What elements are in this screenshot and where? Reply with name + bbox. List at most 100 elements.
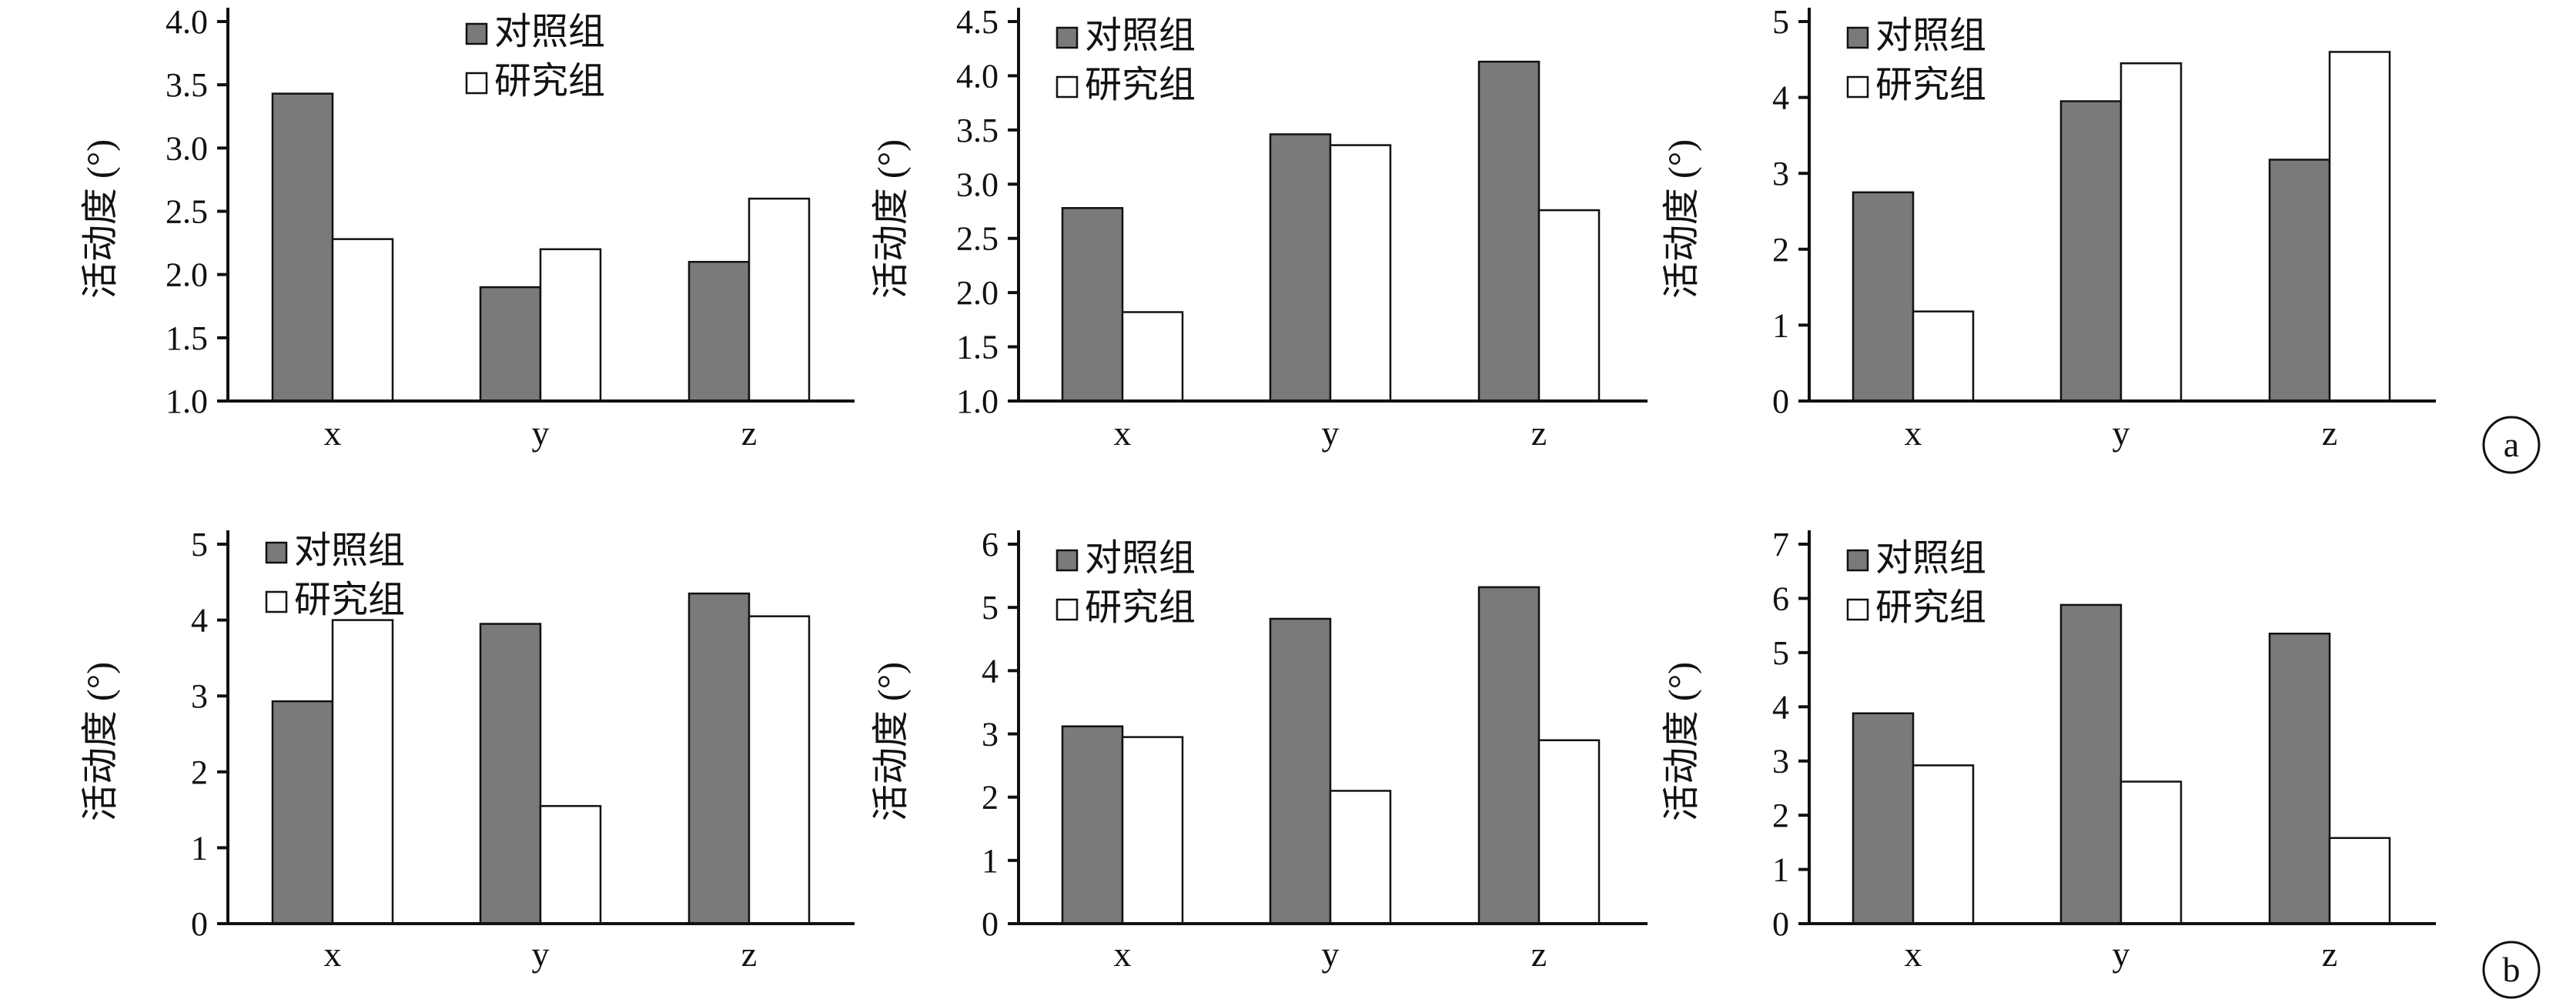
y-tick-label: 0 <box>191 905 208 943</box>
bar-study-x <box>331 238 394 403</box>
y-tick-label: 2 <box>191 754 208 791</box>
bar-study-y <box>539 804 602 925</box>
legend-label: 对照组 <box>494 12 605 52</box>
x-tick-label: y <box>1322 934 1340 974</box>
y-axis-label: 活动度 (°) <box>1661 662 1702 821</box>
y-tick-label: 3 <box>191 677 208 715</box>
y-tick-label: 4 <box>1772 79 1789 117</box>
x-tick-label: x <box>324 413 342 453</box>
y-tick-label: 4 <box>982 652 999 690</box>
y-axis-label: 活动度 (°) <box>871 139 912 299</box>
panel-label-a: a <box>2482 416 2541 474</box>
bar-control-x <box>1852 712 1915 925</box>
legend-swatch-study <box>1846 598 1869 621</box>
bar-study-z <box>1537 209 1601 403</box>
y-tick-label: 4 <box>191 602 208 640</box>
panel-label-text: a <box>2504 425 2519 464</box>
bar-study-x <box>1912 310 1975 403</box>
y-tick-label: 4.0 <box>166 3 208 41</box>
y-tick-label: 5 <box>1772 3 1789 41</box>
y-tick-label: 5 <box>982 589 999 627</box>
bar-control-x <box>271 92 334 403</box>
y-axis-label: 活动度 (°) <box>1661 139 1702 299</box>
bar-study-y <box>2119 62 2183 403</box>
panel-label-circle <box>2482 416 2541 474</box>
x-tick-label: z <box>1531 934 1547 974</box>
y-tick-label: 2.5 <box>956 220 999 258</box>
bar-control-x <box>1061 207 1124 403</box>
bar-control-y <box>2059 603 2123 925</box>
bar-study-z <box>748 197 811 403</box>
x-tick-label: z <box>741 413 757 453</box>
y-tick-label: 1 <box>1772 851 1789 889</box>
y-axis-label: 活动度 (°) <box>80 139 121 299</box>
bar-study-x <box>331 619 394 925</box>
y-tick-label: 3.5 <box>956 112 999 149</box>
y-tick-label: 2 <box>982 779 999 817</box>
legend-swatch-study <box>265 590 288 613</box>
x-tick-label: x <box>1114 413 1132 453</box>
bar-control-y <box>2059 100 2123 403</box>
legend-label: 对照组 <box>1085 538 1196 579</box>
y-tick-label: 3 <box>1772 743 1789 780</box>
x-tick-label: z <box>2322 934 2337 974</box>
y-tick-label: 1.0 <box>956 383 999 420</box>
legend-label: 研究组 <box>294 580 405 620</box>
x-tick-label: x <box>1905 934 1922 974</box>
legend-swatch-control <box>1846 26 1869 49</box>
x-tick-label: x <box>1905 413 1922 453</box>
y-tick-label: 6 <box>1772 580 1789 617</box>
x-tick-label: y <box>532 413 550 453</box>
y-tick-label: 3.5 <box>166 66 208 104</box>
bar-study-z <box>2328 837 2391 925</box>
legend-swatch-study <box>1846 75 1869 99</box>
y-tick-label: 1.5 <box>166 319 208 357</box>
bar-control-x <box>271 700 334 925</box>
y-tick-label: 1.0 <box>166 383 208 420</box>
bar-control-y <box>479 623 542 925</box>
y-tick-label: 2 <box>1772 231 1789 269</box>
y-tick-label: 6 <box>982 526 999 563</box>
legend-label: 研究组 <box>1085 587 1196 628</box>
bar-control-y <box>1269 133 1332 403</box>
bar-study-y <box>1329 790 1392 925</box>
y-tick-label: 2.5 <box>166 193 208 231</box>
x-tick-label: z <box>741 934 757 974</box>
y-tick-label: 3 <box>982 716 999 754</box>
bar-control-z <box>2268 632 2331 925</box>
y-tick-label: 1 <box>191 829 208 867</box>
bar-study-x <box>1912 764 1975 925</box>
legend-swatch-study <box>1055 75 1079 99</box>
y-axis-label: 活动度 (°) <box>80 662 121 821</box>
y-tick-label: 4.0 <box>956 57 999 95</box>
y-tick-label: 4.5 <box>956 3 999 41</box>
bar-study-z <box>2328 51 2391 403</box>
x-tick-label: x <box>324 934 342 974</box>
bar-control-z <box>1477 586 1541 925</box>
panel-label-b: b <box>2482 941 2541 999</box>
y-tick-label: 5 <box>191 526 208 563</box>
bar-control-z <box>1477 60 1541 403</box>
x-tick-label: y <box>2113 934 2130 974</box>
y-tick-label: 4 <box>1772 688 1789 726</box>
bar-study-y <box>1329 144 1392 403</box>
y-axis-label: 活动度 (°) <box>871 662 912 821</box>
legend-swatch-control <box>1055 549 1079 572</box>
legend-label: 研究组 <box>494 61 605 102</box>
y-tick-label: 0 <box>1772 383 1789 420</box>
bar-study-y <box>2119 780 2183 925</box>
bar-control-z <box>2268 159 2331 403</box>
panel-label-circle <box>2482 941 2541 999</box>
legend-swatch-control <box>465 22 488 45</box>
legend-swatch-study <box>465 72 488 95</box>
legend-label: 对照组 <box>1875 15 1986 56</box>
x-tick-label: x <box>1114 934 1132 974</box>
legend-swatch-study <box>1055 598 1079 621</box>
y-tick-label: 3.0 <box>166 129 208 167</box>
y-tick-label: 2.0 <box>956 274 999 312</box>
